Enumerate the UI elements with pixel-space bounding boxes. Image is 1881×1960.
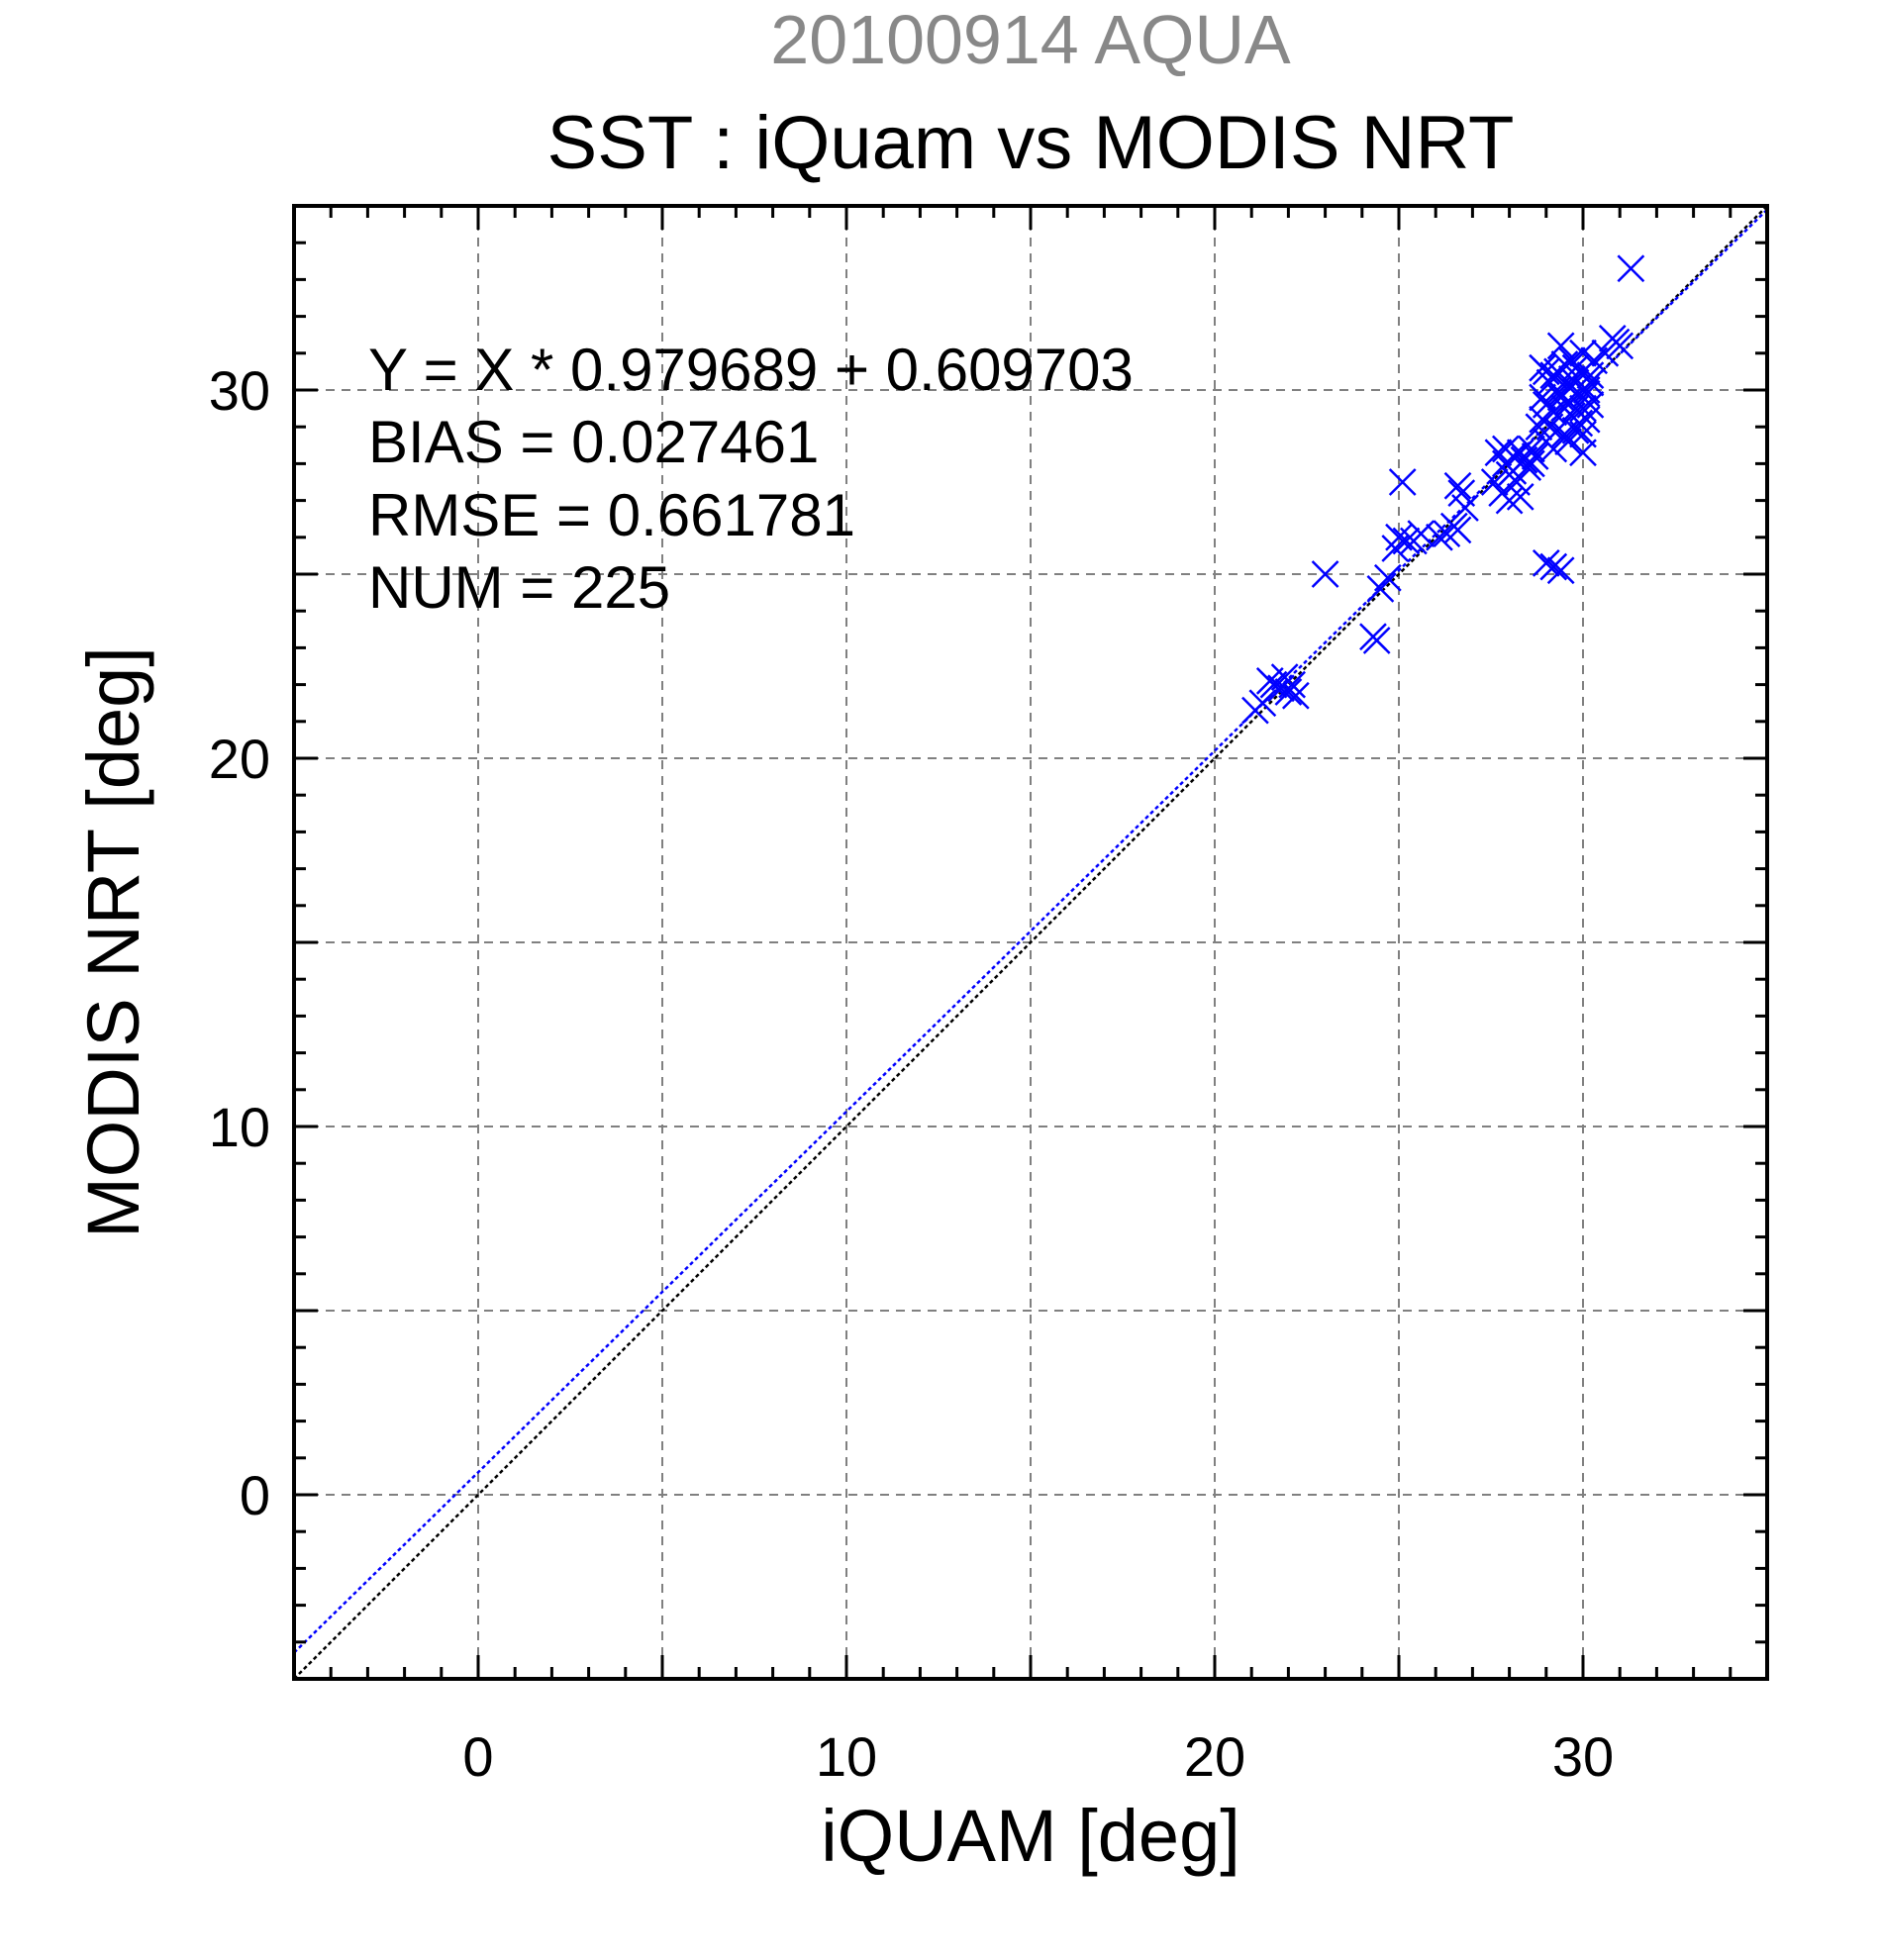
data-point bbox=[1426, 523, 1453, 551]
data-point bbox=[1576, 368, 1605, 397]
data-point bbox=[1381, 535, 1410, 562]
num-value: NUM = 225 bbox=[368, 554, 670, 621]
data-point bbox=[1525, 413, 1553, 441]
data-point bbox=[1443, 516, 1472, 544]
data-point bbox=[1281, 681, 1310, 710]
x-tick-labels: 0 10 20 30 bbox=[462, 1725, 1614, 1788]
y-tick-label: 0 bbox=[240, 1464, 270, 1526]
data-point bbox=[1617, 254, 1645, 283]
data-point bbox=[1241, 696, 1269, 725]
data-point bbox=[1539, 435, 1568, 463]
data-point bbox=[1311, 560, 1339, 588]
data-point bbox=[1491, 435, 1520, 463]
data-point bbox=[1561, 394, 1590, 423]
data-point bbox=[1518, 449, 1545, 478]
stats-box: Y = X * 0.979689 + 0.609703 BIAS = 0.027… bbox=[368, 337, 1134, 621]
data-point bbox=[1532, 548, 1560, 577]
data-point bbox=[1543, 357, 1571, 386]
y-axis-label: MODIS NRT [deg] bbox=[72, 646, 154, 1238]
x-tick-label: 0 bbox=[462, 1725, 493, 1788]
data-point bbox=[1506, 482, 1534, 511]
data-point bbox=[1546, 556, 1575, 585]
rmse-value: RMSE = 0.661781 bbox=[368, 482, 855, 548]
grid-lines bbox=[294, 206, 1767, 1679]
data-point bbox=[1606, 332, 1634, 360]
data-point bbox=[1554, 428, 1583, 455]
regression-equation: Y = X * 0.979689 + 0.609703 bbox=[368, 337, 1134, 403]
data-point bbox=[1480, 468, 1509, 496]
data-point bbox=[1539, 552, 1568, 581]
data-point bbox=[1255, 666, 1284, 695]
data-point bbox=[1362, 627, 1391, 654]
data-point bbox=[1388, 468, 1417, 496]
data-point bbox=[1499, 456, 1528, 485]
y-tick-label: 20 bbox=[209, 728, 270, 790]
data-point bbox=[1495, 486, 1524, 515]
x-tick-label: 10 bbox=[816, 1725, 877, 1788]
data-point bbox=[1407, 520, 1436, 547]
chart-supertitle: 20100914 AQUA bbox=[770, 1, 1291, 78]
y-tick-label: 30 bbox=[209, 359, 270, 422]
plot-frame bbox=[292, 204, 1769, 1681]
data-point bbox=[1443, 471, 1472, 500]
data-point bbox=[1546, 332, 1575, 360]
bias-value: BIAS = 0.027461 bbox=[368, 409, 819, 475]
data-point bbox=[1532, 357, 1560, 386]
chart-title: SST : iQuam vs MODIS NRT bbox=[547, 101, 1515, 185]
x-axis-label: iQUAM [deg] bbox=[821, 1795, 1240, 1877]
data-point bbox=[1366, 574, 1395, 603]
data-point bbox=[1580, 346, 1609, 375]
y-tick-label: 10 bbox=[209, 1096, 270, 1158]
data-point bbox=[1433, 520, 1461, 547]
data-point bbox=[1484, 439, 1513, 467]
x-tick-label: 30 bbox=[1552, 1725, 1614, 1788]
data-point bbox=[1569, 439, 1597, 467]
data-point bbox=[1451, 494, 1479, 522]
data-point bbox=[1529, 383, 1556, 412]
x-tick-label: 20 bbox=[1184, 1725, 1245, 1788]
y-tick-labels: 0 10 20 30 bbox=[209, 359, 270, 1526]
data-point bbox=[1572, 379, 1601, 408]
data-points bbox=[1241, 254, 1645, 725]
data-point bbox=[1521, 442, 1549, 470]
data-point bbox=[1529, 405, 1556, 434]
